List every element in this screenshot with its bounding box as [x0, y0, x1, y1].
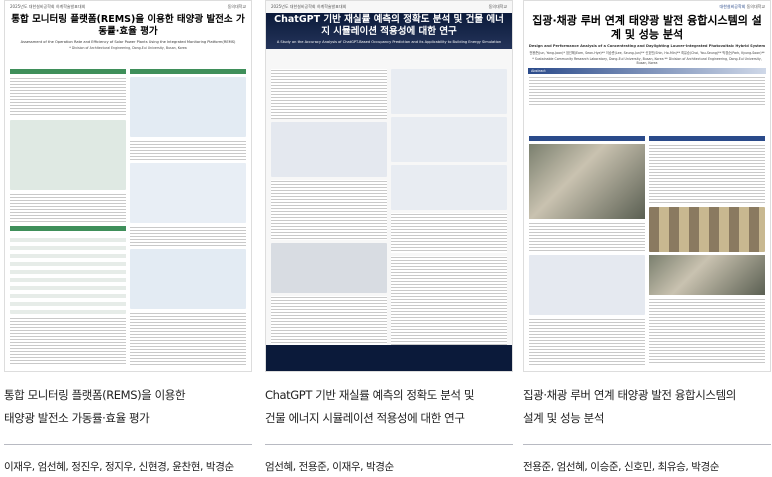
poster-title: 통합 모니터링 플랫폼(REMS)을 이용한 태양광 발전소 가동률·효율 평가	[11, 14, 245, 37]
section-header: Abstract	[528, 68, 766, 74]
society-logo: 대한설비공학회	[719, 4, 746, 9]
card-authors: 엄선혜, 전용준, 이재우, 박경순	[265, 461, 394, 473]
poster-subtitle: Assessment of the Operation Rate and Eff…	[20, 40, 236, 44]
title-line: ChatGPT 기반 재실률 예측의 정확도 분석 및	[265, 388, 474, 402]
conference-label: 2025년도 대한설비공학회 하계학술발표대회	[10, 4, 86, 9]
poster-subtitle: Design and Performance Analysis of a Con…	[528, 44, 766, 48]
poster-subtitle: A Study on the Accuracy Analysis of Chat…	[276, 40, 502, 44]
divider	[4, 444, 252, 445]
card-authors: 전용준, 엄선혜, 이승준, 신호민, 최유승, 박경순	[523, 461, 720, 473]
poster-affiliation: * Division of Architectural Engineering,…	[69, 46, 187, 50]
divider	[265, 444, 513, 445]
poster-title: 집광·채광 루버 연계 태양광 발전 융합시스템의 설계 및 성능 분석	[532, 14, 762, 41]
poster-title: ChatGPT 기반 재실률 예측의 정확도 분석 및 건물 에너지 시뮬레이션…	[274, 14, 504, 37]
title-line: 설계 및 성능 분석	[523, 411, 605, 425]
poster-footer	[266, 345, 512, 371]
poster-affiliation: * Sustainable Community Research Laborat…	[532, 57, 762, 65]
title-line: 집광·채광 루버 연계 태양광 발전 융합시스템의	[523, 388, 736, 402]
poster-card[interactable]: 2025년도 대한설비공학회 하계학술발표대회 동의대학교 ChatGPT 기반 …	[265, 0, 513, 474]
university-logo: 동의대학교	[227, 4, 246, 9]
title-line: 통합 모니터링 플랫폼(REMS)을 이용한	[4, 388, 186, 402]
poster-thumbnail[interactable]: 2025년도 대한설비공학회 하계학술발표대회 동의대학교 통합 모니터링 플랫폼…	[4, 0, 252, 372]
university-logo: 동의대학교	[488, 4, 507, 9]
card-authors: 이재우, 엄선혜, 정진우, 정지우, 신현경, 윤찬현, 박경순	[4, 461, 234, 473]
poster-thumbnail[interactable]: 2025년도 대한설비공학회 하계학술발표대회 동의대학교 ChatGPT 기반 …	[265, 0, 513, 372]
conference-label: 2025년도 대한설비공학회 하계학술발표대회	[271, 4, 347, 9]
title-line: 건물 에너지 시뮬레이션 적용성에 대한 연구	[265, 411, 465, 425]
university-logo: 동의대학교	[746, 4, 765, 9]
divider	[523, 444, 771, 445]
poster-header: ChatGPT 기반 재실률 예측의 정확도 분석 및 건물 에너지 시뮬레이션…	[266, 13, 512, 49]
poster-card[interactable]: 2025년도 대한설비공학회 하계학술발표대회 동의대학교 통합 모니터링 플랫폼…	[4, 0, 252, 474]
title-line: 태양광 발전소 가동률·효율 평가	[4, 411, 150, 425]
poster-thumbnail[interactable]: 대한설비공학회 동의대학교 집광·채광 루버 연계 태양광 발전 융합시스템의 …	[523, 0, 771, 372]
poster-card[interactable]: 대한설비공학회 동의대학교 집광·채광 루버 연계 태양광 발전 융합시스템의 …	[523, 0, 771, 474]
poster-authors: 전용준(Jun, Yong-Joon)* 엄선혜(Eom, Seon-Hye)*…	[529, 51, 765, 55]
